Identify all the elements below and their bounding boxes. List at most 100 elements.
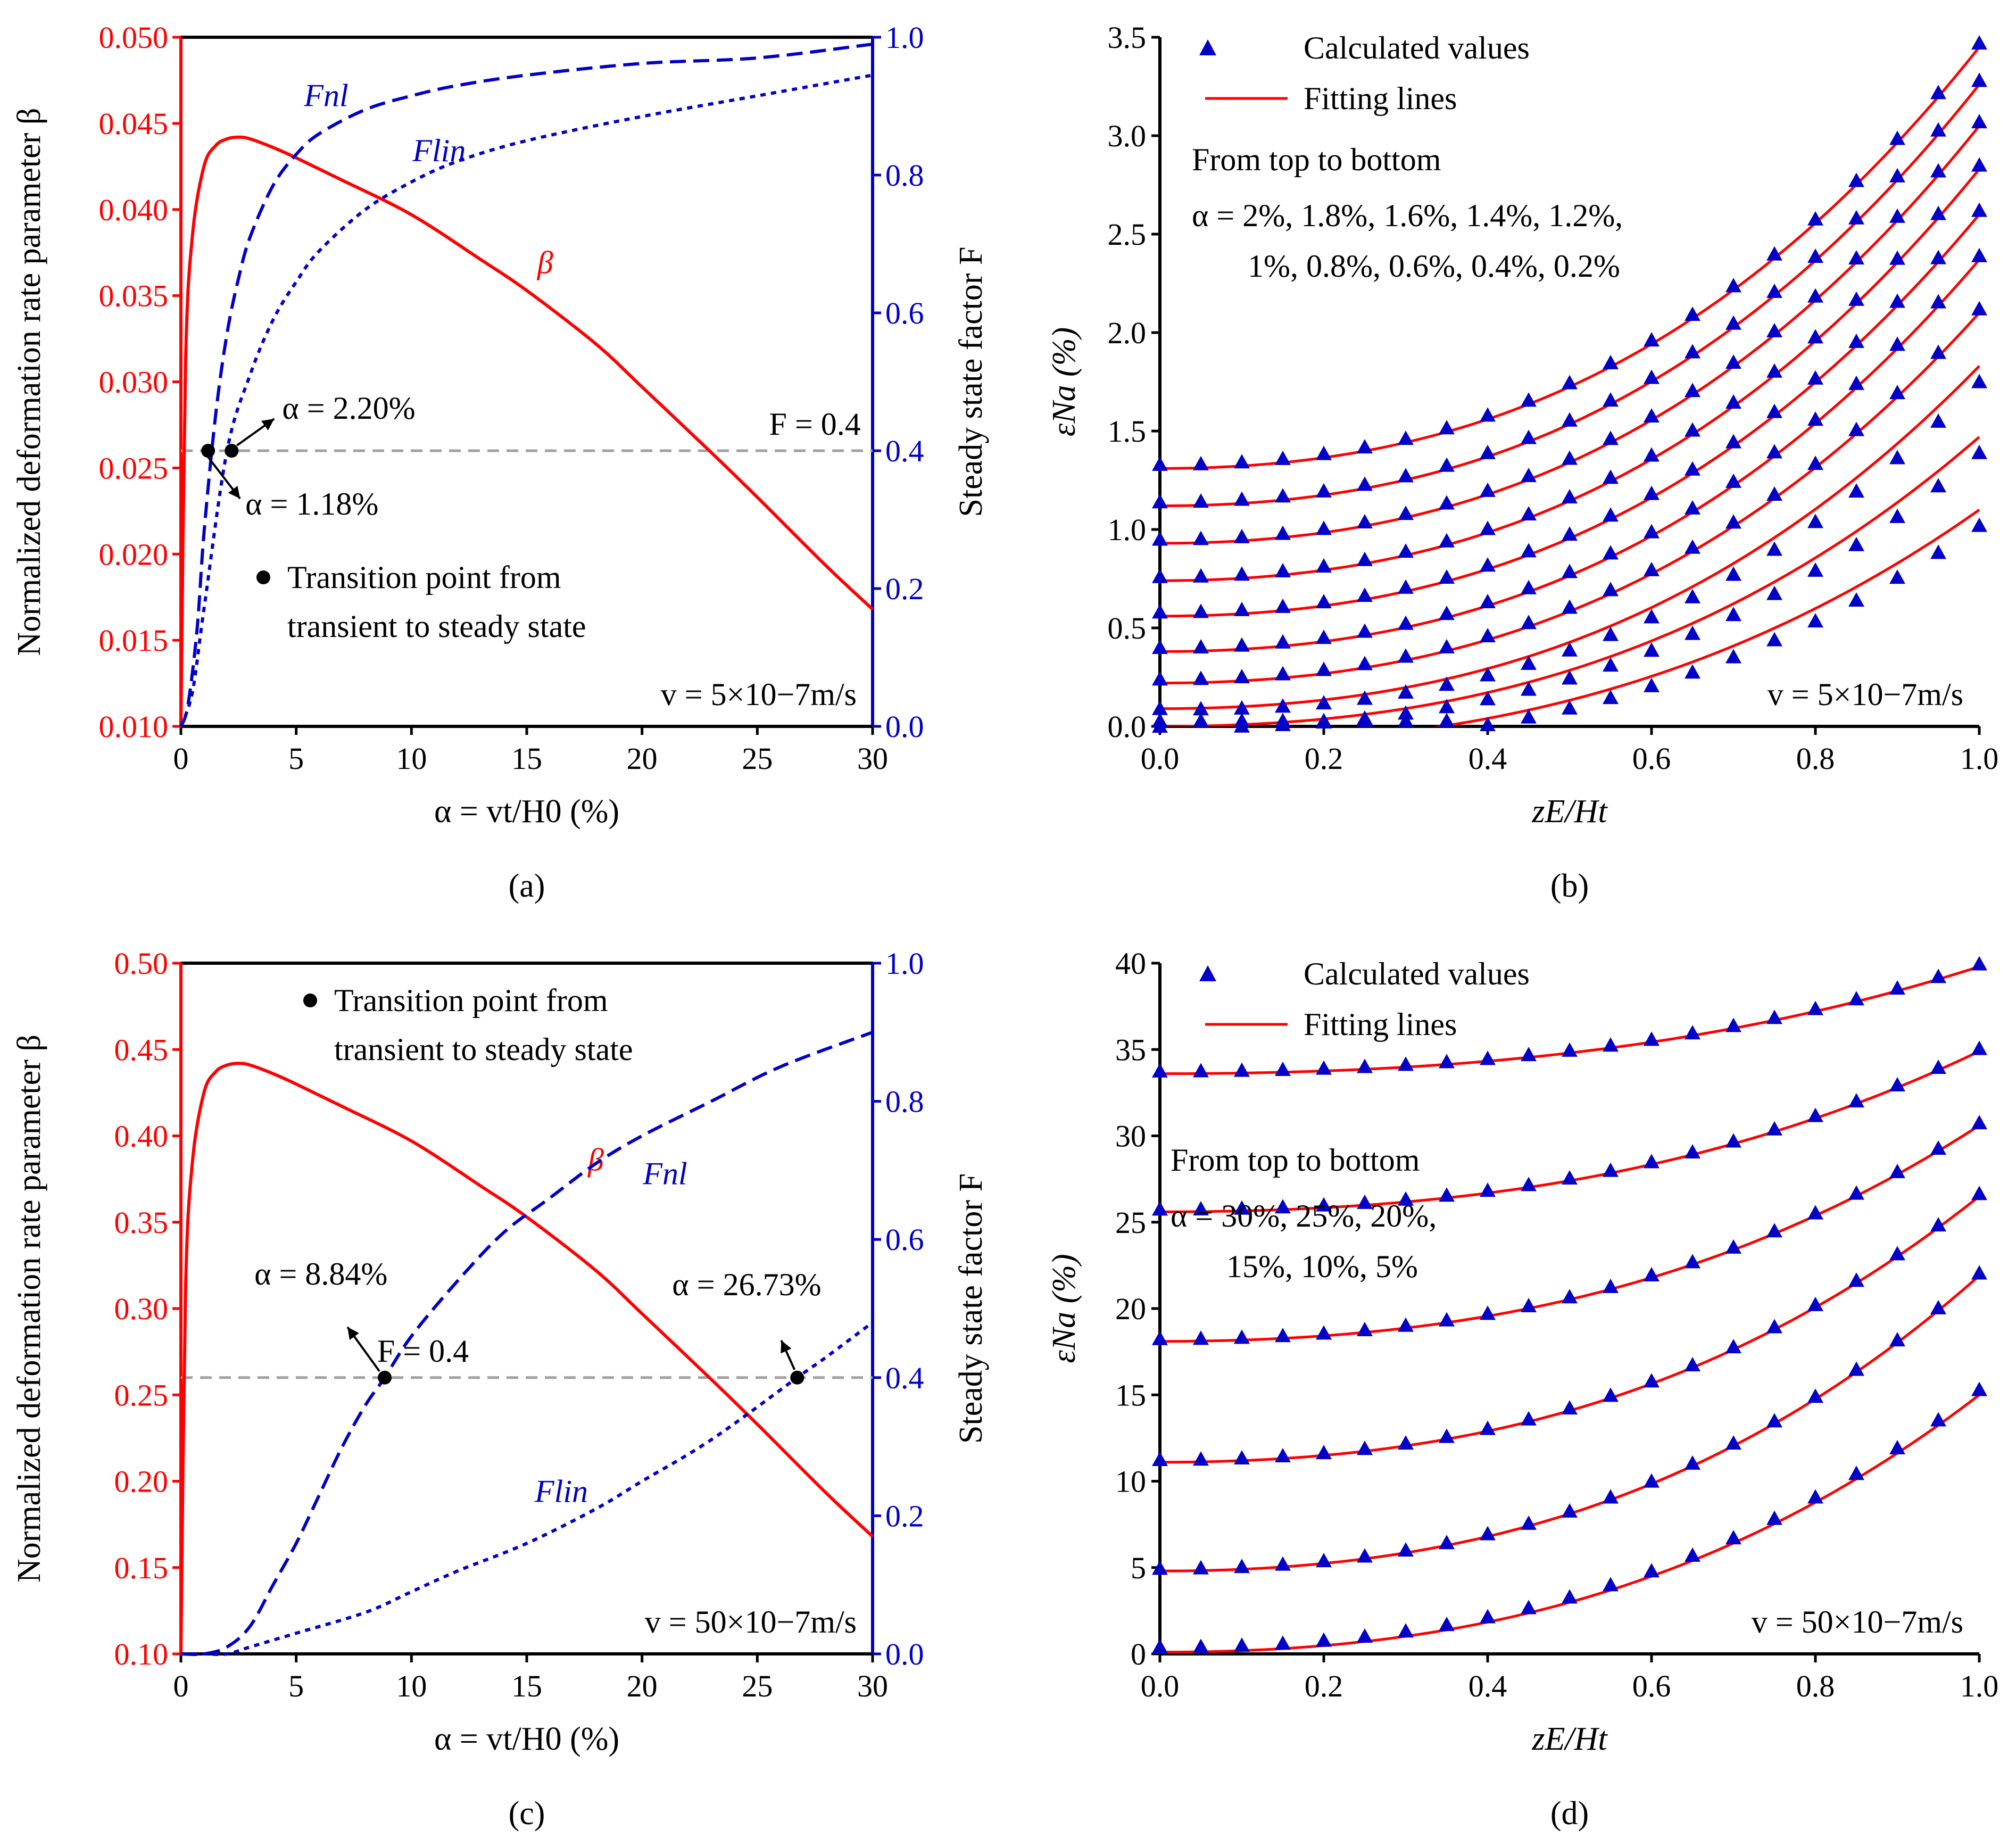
calculated-point	[1521, 1177, 1537, 1191]
calculated-point	[1807, 562, 1823, 577]
calculated-point	[1766, 541, 1782, 556]
calculated-point	[1685, 422, 1700, 437]
calculated-point	[1685, 589, 1700, 603]
calculated-point	[1316, 1445, 1332, 1460]
y-right-axis-label: Steady state factor F	[953, 1173, 989, 1444]
calculated-point	[1398, 506, 1414, 520]
calculated-point	[1848, 1361, 1864, 1376]
x-tick-label: 10	[396, 1669, 427, 1703]
calculated-point	[1848, 1093, 1864, 1108]
arrow-head	[347, 1327, 359, 1340]
calculated-point	[1644, 677, 1660, 692]
calculated-point	[1562, 375, 1578, 390]
calculated-point	[1357, 1321, 1373, 1336]
calculated-point	[1398, 431, 1414, 445]
y-tick-label: 2.5	[1108, 217, 1147, 252]
calculated-point	[1234, 700, 1250, 715]
calculated-point	[1766, 1121, 1782, 1136]
y-left-tick-label: 0.030	[99, 365, 169, 400]
calculated-point	[1766, 283, 1782, 298]
calculated-point	[1521, 1411, 1537, 1426]
calculated-point	[1316, 630, 1332, 644]
y-left-tick-label: 0.30	[114, 1292, 169, 1326]
calculated-point	[1685, 1547, 1700, 1562]
calculated-point	[1152, 531, 1168, 546]
calculated-point	[1848, 375, 1864, 390]
calculated-point	[1807, 1489, 1823, 1504]
calculated-point	[1971, 1040, 1987, 1055]
calculated-point	[1644, 1373, 1660, 1388]
y-left-tick-label: 0.45	[114, 1032, 169, 1067]
calculated-point	[1357, 587, 1373, 602]
calculated-point	[1603, 1037, 1619, 1052]
calculated-point	[1316, 1553, 1332, 1568]
calculated-point	[1685, 625, 1700, 640]
calculated-point	[1725, 434, 1741, 449]
y-left-tick-label: 0.010	[99, 709, 169, 744]
calculated-point	[1807, 1296, 1823, 1311]
calculated-point	[1930, 205, 1946, 220]
legend-text-line2: transient to steady state	[287, 609, 586, 644]
fitting-line	[1160, 1274, 1980, 1572]
calculated-point	[1644, 609, 1660, 624]
calculated-point	[1398, 713, 1414, 727]
y-tick-label: 0.5	[1108, 611, 1147, 645]
x-tick-label: 25	[742, 1669, 773, 1703]
calculated-point	[1930, 122, 1946, 137]
calculated-point	[1193, 603, 1209, 618]
calculated-point	[1152, 1201, 1168, 1216]
panel-label: (c)	[509, 1795, 545, 1832]
calculated-point	[1930, 968, 1946, 983]
legend-points-label: Calculated values	[1304, 956, 1530, 991]
calculated-point	[1807, 456, 1823, 470]
calculated-point	[1357, 1548, 1373, 1563]
calculated-point	[1234, 669, 1250, 684]
calculated-point	[1603, 431, 1619, 445]
calculated-point	[1398, 1191, 1414, 1206]
calculated-point	[1889, 1246, 1905, 1261]
calculated-point	[1562, 670, 1578, 685]
calculated-point	[1152, 494, 1168, 509]
calculated-point	[1275, 1447, 1291, 1462]
calculated-point	[1807, 370, 1823, 385]
arrow-head	[228, 485, 240, 499]
calculated-point	[1521, 580, 1537, 594]
calculated-point	[1766, 403, 1782, 418]
y-left-tick-label: 0.40	[114, 1119, 169, 1154]
calculated-point	[1480, 1182, 1496, 1197]
calculated-point	[1357, 439, 1373, 454]
calculated-point	[1398, 1623, 1414, 1638]
calculated-point	[1275, 634, 1291, 649]
calculated-point	[1234, 1450, 1250, 1464]
y-left-tick-label: 0.10	[114, 1637, 169, 1671]
y-tick-label: 15	[1115, 1378, 1146, 1412]
calculated-point	[1971, 247, 1987, 262]
x-axis-label: zE/Ht	[1531, 793, 1608, 830]
calculated-point	[1521, 429, 1537, 444]
arrow-head	[261, 419, 275, 431]
calculated-point	[1889, 385, 1905, 400]
calculated-point	[1930, 1299, 1946, 1314]
calculated-point	[1685, 500, 1700, 515]
calculated-point	[1603, 392, 1619, 407]
y-right-tick-label: 0.6	[885, 296, 924, 330]
y-right-tick-label: 0.4	[885, 1361, 924, 1395]
x-tick-label: 5	[288, 741, 304, 776]
calculated-point	[1275, 598, 1291, 613]
calculated-point	[1930, 1059, 1946, 1074]
calculated-point	[1766, 1223, 1782, 1238]
calculated-point	[1152, 604, 1168, 619]
calculated-point	[1971, 517, 1987, 532]
y-left-tick-label: 0.040	[99, 193, 169, 227]
calculated-point	[1930, 294, 1946, 309]
calculated-point	[1357, 656, 1373, 670]
calculated-point	[1480, 1526, 1496, 1541]
calculated-point	[1357, 1441, 1373, 1455]
calculated-point	[1848, 991, 1864, 1006]
calculated-point	[1644, 369, 1660, 384]
calculated-point	[1275, 1635, 1291, 1650]
calculated-point	[1685, 1455, 1700, 1470]
x-tick-label: 0.2	[1305, 1669, 1343, 1703]
calculated-point	[1562, 1042, 1578, 1057]
calculated-point	[1848, 172, 1864, 187]
